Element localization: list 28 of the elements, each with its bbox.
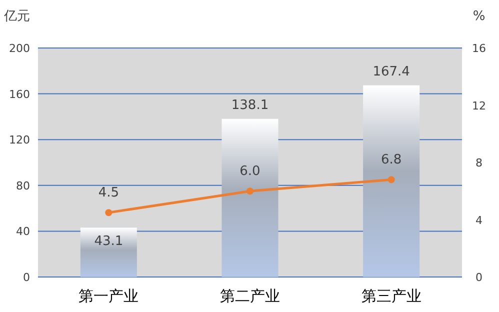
y-axis-title: 亿元 (3, 9, 30, 24)
data-label: 43.1 (94, 234, 124, 249)
point (105, 209, 112, 216)
x-tick-label: 第二产业 (220, 287, 280, 305)
data-label: 138.1 (231, 98, 269, 113)
point (388, 176, 395, 184)
data-label: 167.4 (372, 64, 410, 80)
bar (363, 85, 420, 277)
y-tick-label: 0 (23, 271, 30, 284)
y-tick-label: 120 (9, 134, 30, 147)
y2-tick-label: 4 (476, 214, 482, 227)
y-tick-label: 40 (16, 225, 30, 238)
y2-axis-title: % (472, 9, 486, 24)
data-label: 6.0 (240, 164, 260, 180)
y-tick-label: 200 (9, 42, 30, 55)
y-tick-label: 80 (16, 179, 30, 192)
point (246, 188, 254, 195)
x-tick-label: 第一产业 (78, 287, 139, 305)
y2-tick-label: 8 (476, 156, 482, 170)
bar (80, 228, 137, 277)
bar (222, 118, 278, 277)
y2-tick-label: 16 (472, 42, 486, 55)
y-tick-label: 160 (9, 88, 30, 101)
x-tick-label: 第三产业 (361, 287, 422, 305)
y2-tick-label: 0 (476, 271, 482, 284)
y2-tick-label: 12 (472, 99, 486, 112)
data-label: 6.8 (380, 152, 402, 168)
data-label: 4.5 (98, 186, 120, 201)
